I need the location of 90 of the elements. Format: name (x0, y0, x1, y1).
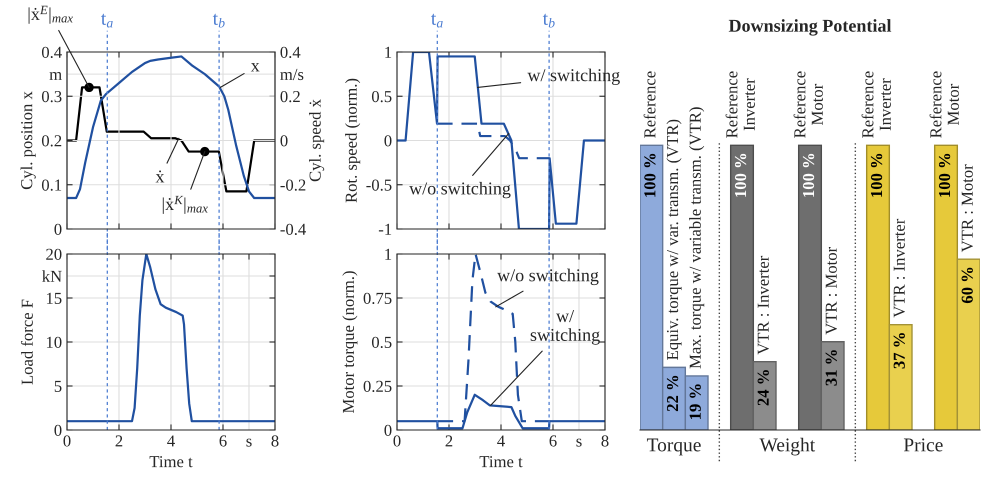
annotation: w/o switching (497, 268, 599, 286)
y-tick-label: 10 (46, 336, 62, 348)
bar (934, 144, 958, 430)
x-tick-label: VTR : Motor (826, 246, 837, 335)
y-tick-label: 15 (46, 292, 62, 304)
data-label: 100 % (938, 154, 950, 197)
y-tick-label: -0.5 (366, 179, 392, 191)
x-tick-label: Reference Inverter (726, 71, 755, 138)
ref-line-label: t$_{b}$ (212, 14, 225, 28)
x-tick-label: 0 (393, 435, 401, 447)
y-tick-label: 1 (385, 248, 392, 260)
line-series (67, 86, 275, 192)
data-label: 100 % (644, 154, 656, 197)
y-tick-label: -1 (378, 224, 392, 235)
x-tick-label: 2 (446, 435, 452, 446)
x-tick-label: 0 (63, 435, 71, 447)
annotation: |ẋ$^{K}$|$_{max}$ (162, 196, 208, 214)
x-tick-label: Reference Motor (930, 71, 959, 138)
y-tick-label: 0.5 (372, 336, 392, 348)
y2-axis-title: Cyl. speed ẋ (309, 99, 324, 182)
line-series (436, 122, 550, 160)
x-tick-label: s (246, 438, 252, 447)
data-label: 31 % (826, 350, 837, 386)
x-tick-label: VTR : Motor (962, 164, 973, 252)
text: Price (904, 438, 943, 452)
y-tick-label: 0 (54, 424, 62, 436)
x-tick-label: Equiv. torque w/ var. transm. (VTR) (666, 120, 682, 360)
x-tick-label: Reference Inverter (862, 71, 891, 138)
x-tick-label: 2 (116, 435, 122, 446)
y-tick-label: 0 (384, 424, 392, 436)
data-label: 22 % (666, 376, 678, 412)
annotation: x (250, 63, 260, 72)
y-axis-title: Cyl. position x (20, 91, 36, 190)
x-tick-label: 4 (497, 435, 505, 446)
x-tick-label: 6 (220, 435, 227, 447)
y2-tick-label: -0.4 (280, 224, 306, 236)
y-tick-label: 20 (46, 248, 62, 260)
bar (888, 324, 913, 430)
y-tick-label: 1 (385, 46, 392, 58)
annotation: ẋ (156, 170, 164, 182)
y2-tick-label: 0.4 (280, 46, 300, 58)
text: Torque (646, 438, 701, 456)
ref-line-label: t$_{a}$ (101, 14, 113, 28)
chart-title: Downsizing Potential (728, 19, 892, 36)
y-axis-title: Load force F (20, 300, 33, 385)
annotation: w/ switching (530, 310, 600, 345)
x-tick-label: 4 (167, 435, 175, 446)
bar (956, 258, 980, 430)
ref-line-label: t$_{b}$ (542, 14, 555, 28)
x-tick-label: Reference (644, 71, 656, 138)
x-tick-label: 8 (271, 435, 279, 447)
annotation: w/o switching (409, 182, 511, 198)
x-axis-title: Time t (150, 456, 193, 468)
y-tick-label: kN (42, 270, 62, 282)
x-tick-label: Max. torque w/ variable transm. (VTR) (689, 107, 704, 368)
bar (866, 144, 890, 430)
y-tick-label: 0.2 (42, 135, 62, 147)
data-label: 100 % (734, 154, 746, 197)
x-axis-title: Time t (480, 456, 523, 468)
y-tick-label: 0.75 (364, 292, 392, 304)
y-tick-label: 0.25 (364, 380, 392, 392)
y-tick-label: 0.1 (42, 179, 62, 191)
data-label: 37 % (894, 333, 905, 368)
data-label: 100 % (870, 154, 882, 197)
y2-tick-label: 0.2 (280, 90, 300, 102)
y-tick-label: 0.5 (372, 90, 392, 102)
y-tick-label: m (50, 72, 62, 80)
x-tick-label: VTR : Inverter (894, 218, 905, 318)
data-label: 24 % (758, 370, 769, 406)
y-tick-label: 0.4 (42, 46, 62, 58)
y2-tick-label: 0 (280, 135, 288, 146)
y-tick-label: 0.3 (42, 90, 62, 102)
x-tick-label: 8 (601, 435, 609, 447)
y-axis-title: Motor torque (norm.) (342, 271, 358, 414)
x-tick-label: VTR : Inverter (758, 256, 769, 355)
y-tick-label: 5 (54, 380, 62, 392)
x-tick-label: Reference Motor (794, 71, 823, 138)
x-tick-label: 6 (550, 435, 557, 447)
y-tick-label: 0 (384, 135, 392, 146)
ref-line-label: t$_{a}$ (431, 14, 443, 28)
y2-tick-label: -0.2 (280, 179, 306, 191)
y-tick-label: 0 (54, 224, 62, 235)
x-tick-label: s (576, 438, 582, 447)
y2-tick-label: m/s (280, 68, 304, 80)
annotation: |ẋ$^{E}$|$_{max}$ (28, 6, 73, 24)
data-label: 60 % (962, 268, 973, 304)
data-label: 19 % (690, 384, 701, 420)
y-axis-title: Rot. speed (norm.) (345, 78, 360, 203)
text: Weight (760, 438, 816, 456)
data-label: 100 % (802, 154, 814, 197)
